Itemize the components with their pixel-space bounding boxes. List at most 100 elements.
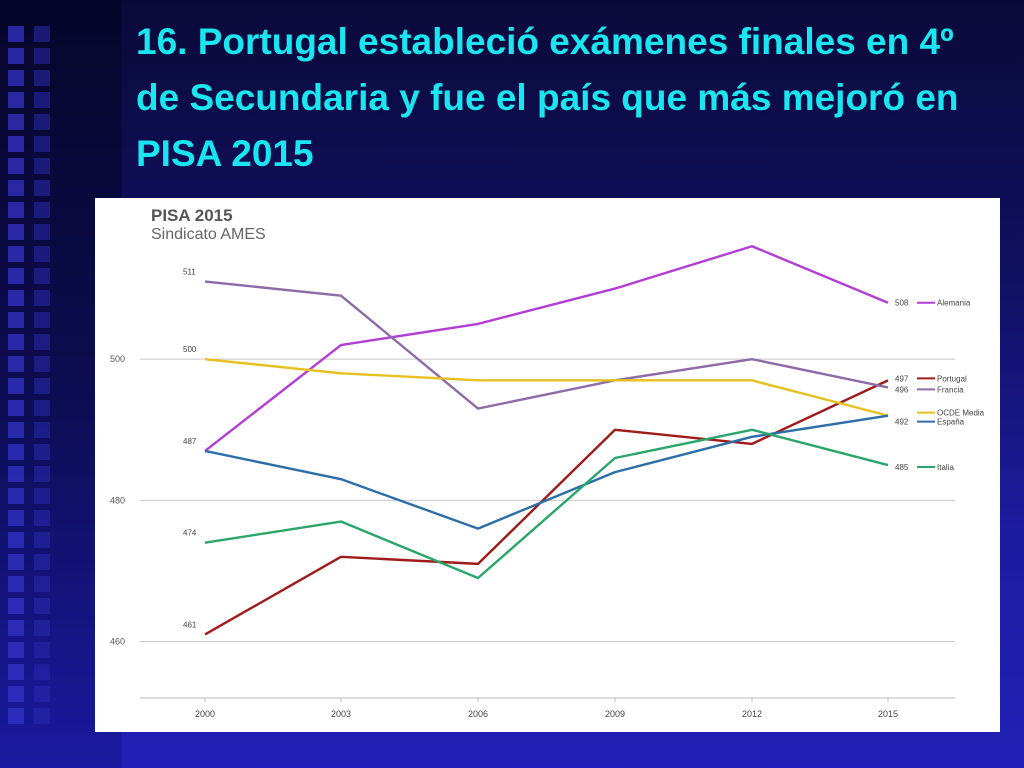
decorative-square xyxy=(34,708,50,724)
decorative-square xyxy=(34,488,50,504)
decorative-square xyxy=(8,334,24,350)
decorative-square xyxy=(8,290,24,306)
decorative-square xyxy=(34,686,50,702)
decorative-square xyxy=(8,532,24,548)
decorative-square xyxy=(8,664,24,680)
decorative-square xyxy=(8,576,24,592)
decorative-square xyxy=(8,510,24,526)
series-end-label: 497 xyxy=(895,374,909,383)
series-start-label: 487 xyxy=(183,437,197,446)
decorative-square xyxy=(34,554,50,570)
decorative-square xyxy=(34,268,50,284)
series-line xyxy=(204,414,889,530)
decorative-square xyxy=(34,576,50,592)
x-tick-label: 2012 xyxy=(742,709,762,719)
legend-label: España xyxy=(937,418,965,427)
series-start-label: 511 xyxy=(183,268,196,277)
decorative-square xyxy=(8,708,24,724)
decorative-square xyxy=(8,70,24,86)
decorative-square xyxy=(8,422,24,438)
decorative-square xyxy=(34,664,50,680)
x-tick-label: 2009 xyxy=(605,709,625,719)
decorative-square xyxy=(34,422,50,438)
series-end-label: 496 xyxy=(895,385,909,394)
decorative-square xyxy=(34,334,50,350)
decorative-square xyxy=(34,180,50,196)
decorative-square xyxy=(34,466,50,482)
decorative-square xyxy=(34,642,50,658)
decorative-square xyxy=(8,444,24,460)
chart-panel: 460 480 500 2000 2003 2006 2009 2012 2015 508 Alem… xyxy=(95,198,1000,732)
decorative-square xyxy=(8,378,24,394)
legend-label: Alemania xyxy=(937,299,971,308)
series-start-label: 461 xyxy=(183,620,197,629)
decorative-square xyxy=(34,378,50,394)
decorative-square xyxy=(34,444,50,460)
series-start-label: 500 xyxy=(183,345,197,354)
y-tick-label: 480 xyxy=(110,495,125,505)
decorative-square xyxy=(8,202,24,218)
decorative-square xyxy=(8,48,24,64)
chart-subtitle: Sindicato AMES xyxy=(151,226,266,243)
legend-label: Francia xyxy=(937,385,964,394)
line-chart: 460 480 500 2000 2003 2006 2009 2012 2015 508 Alem… xyxy=(110,245,985,719)
decorative-square xyxy=(8,136,24,152)
legend-label: Italia xyxy=(937,463,954,472)
decorative-square xyxy=(8,554,24,570)
series-end-label: 492 xyxy=(895,418,909,427)
decorative-square xyxy=(34,246,50,262)
decorative-square xyxy=(34,224,50,240)
decorative-square xyxy=(34,356,50,372)
decorative-square xyxy=(8,620,24,636)
legend-label: Portugal xyxy=(937,374,967,383)
decorative-square xyxy=(8,466,24,482)
x-tick-label: 2015 xyxy=(878,709,898,719)
series-end-label: 508 xyxy=(895,299,909,308)
decorative-square xyxy=(34,26,50,42)
decorative-square xyxy=(34,510,50,526)
series-line xyxy=(204,357,889,417)
decorative-square xyxy=(34,532,50,548)
decorative-square xyxy=(8,268,24,284)
series-end-label: 485 xyxy=(895,463,909,472)
series-line xyxy=(204,245,889,452)
decorative-square xyxy=(34,620,50,636)
decorative-square xyxy=(8,180,24,196)
y-tick-label: 460 xyxy=(110,637,125,647)
legend-label: OCDE Media xyxy=(937,409,985,418)
decorative-square xyxy=(34,92,50,108)
decorative-square xyxy=(34,114,50,130)
decorative-square xyxy=(8,246,24,262)
series-line xyxy=(204,379,889,636)
chart-header: PISA 2015 Sindicato AMES xyxy=(151,206,266,244)
decorative-square xyxy=(34,136,50,152)
decorative-square xyxy=(34,202,50,218)
decorative-square xyxy=(34,598,50,614)
decorative-square xyxy=(34,290,50,306)
chart-title: PISA 2015 xyxy=(151,206,233,225)
decorative-square xyxy=(8,224,24,240)
x-tick-label: 2003 xyxy=(331,709,351,719)
decorative-square xyxy=(34,158,50,174)
decorative-square xyxy=(8,598,24,614)
series-line xyxy=(204,280,889,410)
decorative-square xyxy=(34,400,50,416)
decorative-square-column xyxy=(8,26,26,746)
x-tick-label: 2006 xyxy=(468,709,488,719)
series-start-label: 474 xyxy=(183,529,197,538)
decorative-square xyxy=(8,642,24,658)
decorative-square xyxy=(8,312,24,328)
y-tick-label: 500 xyxy=(110,354,125,364)
series-line xyxy=(204,428,889,580)
decorative-square xyxy=(8,686,24,702)
slide-title: 16. Portugal estableció exámenes finales… xyxy=(136,21,959,174)
decorative-square xyxy=(8,158,24,174)
decorative-square-column-inner xyxy=(34,26,52,746)
decorative-square xyxy=(34,48,50,64)
decorative-square xyxy=(8,92,24,108)
decorative-square xyxy=(8,26,24,42)
decorative-square xyxy=(8,400,24,416)
decorative-square xyxy=(34,70,50,86)
decorative-square xyxy=(8,488,24,504)
decorative-square xyxy=(8,114,24,130)
